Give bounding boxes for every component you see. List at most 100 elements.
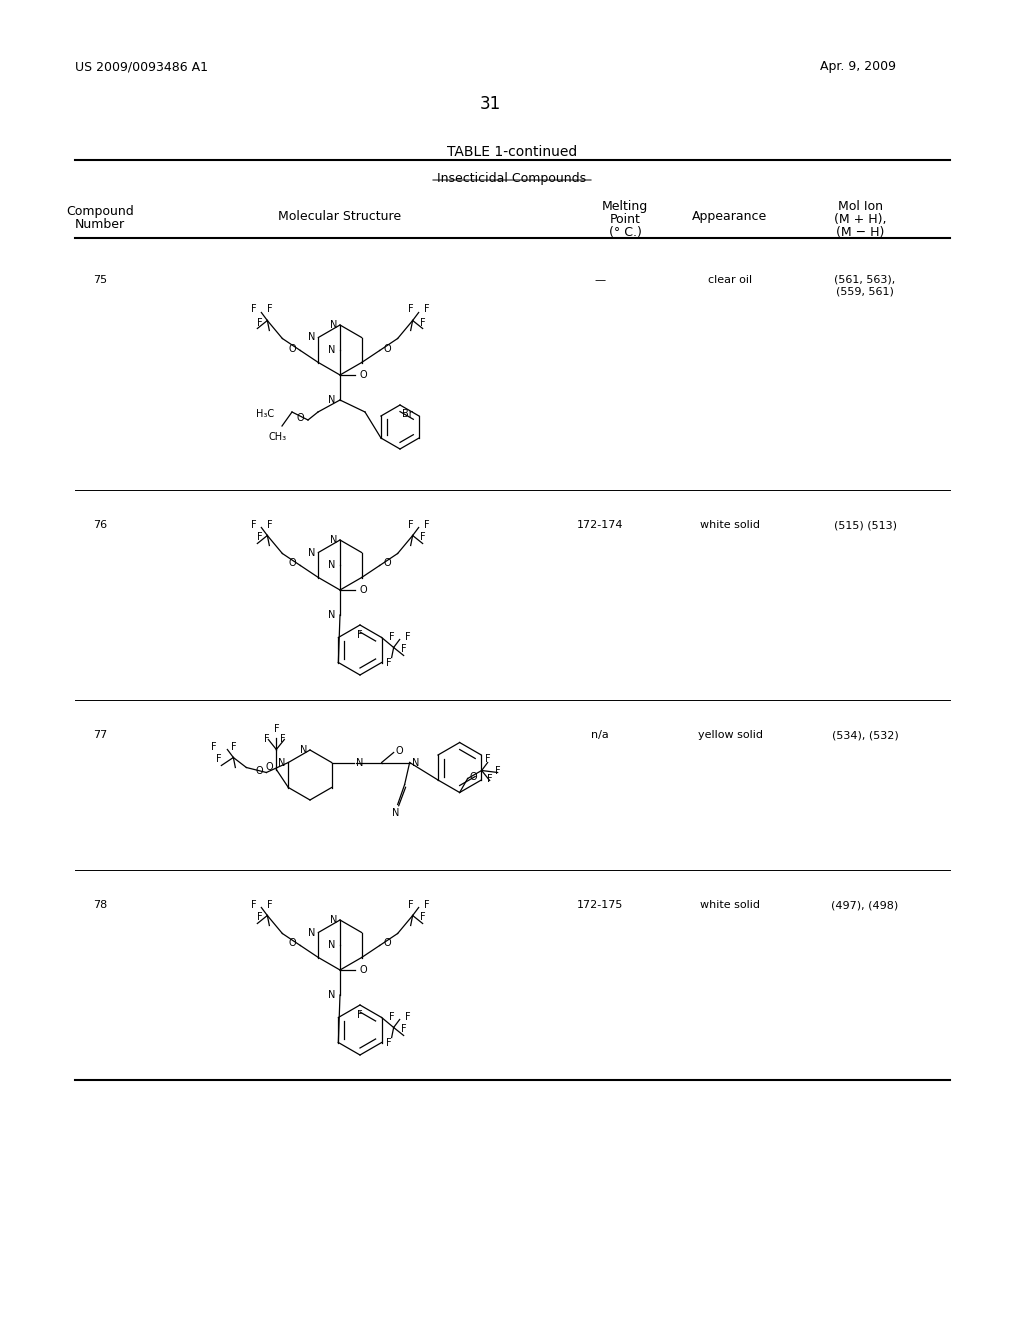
Text: N: N [330, 535, 337, 545]
Text: Number: Number [75, 218, 125, 231]
Text: F: F [424, 520, 429, 529]
Text: O: O [359, 370, 367, 380]
Text: 172-174: 172-174 [577, 520, 624, 531]
Text: Melting: Melting [602, 201, 648, 213]
Text: (M + H),: (M + H), [834, 213, 886, 226]
Text: F: F [257, 318, 262, 327]
Text: F: F [424, 305, 429, 314]
Text: 31: 31 [479, 95, 501, 114]
Text: F: F [408, 899, 414, 909]
Text: F: F [280, 734, 285, 743]
Text: F: F [495, 767, 501, 776]
Text: F: F [408, 520, 414, 529]
Text: (534), (532): (534), (532) [831, 730, 898, 741]
Text: F: F [273, 723, 280, 734]
Text: N: N [328, 940, 335, 950]
Text: —: — [595, 275, 605, 285]
Text: (497), (498): (497), (498) [831, 900, 899, 909]
Text: n/a: n/a [591, 730, 609, 741]
Text: white solid: white solid [700, 900, 760, 909]
Text: N: N [308, 928, 315, 937]
Text: US 2009/0093486 A1: US 2009/0093486 A1 [75, 59, 208, 73]
Text: O: O [256, 766, 263, 776]
Text: Molecular Structure: Molecular Structure [279, 210, 401, 223]
Text: clear oil: clear oil [708, 275, 752, 285]
Text: Br: Br [402, 409, 413, 418]
Text: Point: Point [609, 213, 640, 226]
Text: O: O [289, 343, 296, 354]
Text: F: F [386, 1038, 391, 1048]
Text: O: O [384, 939, 391, 949]
Text: F: F [404, 1011, 411, 1022]
Text: F: F [404, 631, 411, 642]
Text: 75: 75 [93, 275, 108, 285]
Text: N: N [308, 333, 315, 342]
Text: F: F [408, 305, 414, 314]
Text: Apr. 9, 2009: Apr. 9, 2009 [820, 59, 896, 73]
Text: N: N [328, 345, 335, 355]
Text: F: F [251, 305, 256, 314]
Text: F: F [400, 1024, 407, 1035]
Text: N: N [330, 319, 337, 330]
Text: 172-175: 172-175 [577, 900, 624, 909]
Text: O: O [470, 771, 477, 781]
Text: N: N [330, 915, 337, 925]
Text: F: F [389, 1011, 394, 1022]
Text: 76: 76 [93, 520, 108, 531]
Text: N: N [328, 990, 335, 1001]
Text: F: F [230, 742, 237, 751]
Text: Mol Ion: Mol Ion [838, 201, 883, 213]
Text: F: F [266, 899, 272, 909]
Text: F: F [420, 912, 425, 923]
Text: F: F [251, 899, 256, 909]
Text: F: F [215, 755, 221, 764]
Text: (° C.): (° C.) [608, 226, 641, 239]
Text: F: F [357, 1010, 362, 1020]
Text: O: O [384, 343, 391, 354]
Text: F: F [211, 742, 216, 751]
Text: F: F [424, 899, 429, 909]
Text: O: O [384, 558, 391, 569]
Text: N: N [355, 758, 364, 767]
Text: Insecticidal Compounds: Insecticidal Compounds [437, 172, 587, 185]
Text: 77: 77 [93, 730, 108, 741]
Text: F: F [420, 532, 425, 543]
Text: F: F [266, 305, 272, 314]
Text: (561, 563),
(559, 561): (561, 563), (559, 561) [835, 275, 896, 297]
Text: 78: 78 [93, 900, 108, 909]
Text: O: O [359, 585, 367, 595]
Text: F: F [484, 755, 490, 764]
Text: Appearance: Appearance [692, 210, 768, 223]
Text: (515) (513): (515) (513) [834, 520, 896, 531]
Text: F: F [357, 630, 362, 640]
Text: N: N [328, 610, 335, 620]
Text: F: F [266, 520, 272, 529]
Text: O: O [265, 763, 273, 772]
Text: F: F [420, 318, 425, 327]
Text: N: N [328, 560, 335, 570]
Text: (M − H): (M − H) [836, 226, 884, 239]
Text: N: N [300, 744, 307, 755]
Text: F: F [263, 734, 269, 743]
Text: CH₃: CH₃ [269, 432, 287, 442]
Text: H₃C: H₃C [256, 409, 274, 418]
Text: N: N [328, 395, 335, 405]
Text: white solid: white solid [700, 520, 760, 531]
Text: N: N [278, 758, 286, 767]
Text: F: F [400, 644, 407, 655]
Text: N: N [308, 548, 315, 557]
Text: F: F [386, 657, 391, 668]
Text: F: F [257, 532, 262, 543]
Text: F: F [251, 520, 256, 529]
Text: O: O [395, 746, 403, 755]
Text: F: F [486, 775, 493, 784]
Text: F: F [389, 631, 394, 642]
Text: TABLE 1-continued: TABLE 1-continued [446, 145, 578, 158]
Text: N: N [412, 758, 419, 767]
Text: yellow solid: yellow solid [697, 730, 763, 741]
Text: F: F [257, 912, 262, 923]
Text: O: O [289, 558, 296, 569]
Text: O: O [289, 939, 296, 949]
Text: Compound: Compound [67, 205, 134, 218]
Text: N: N [392, 808, 399, 818]
